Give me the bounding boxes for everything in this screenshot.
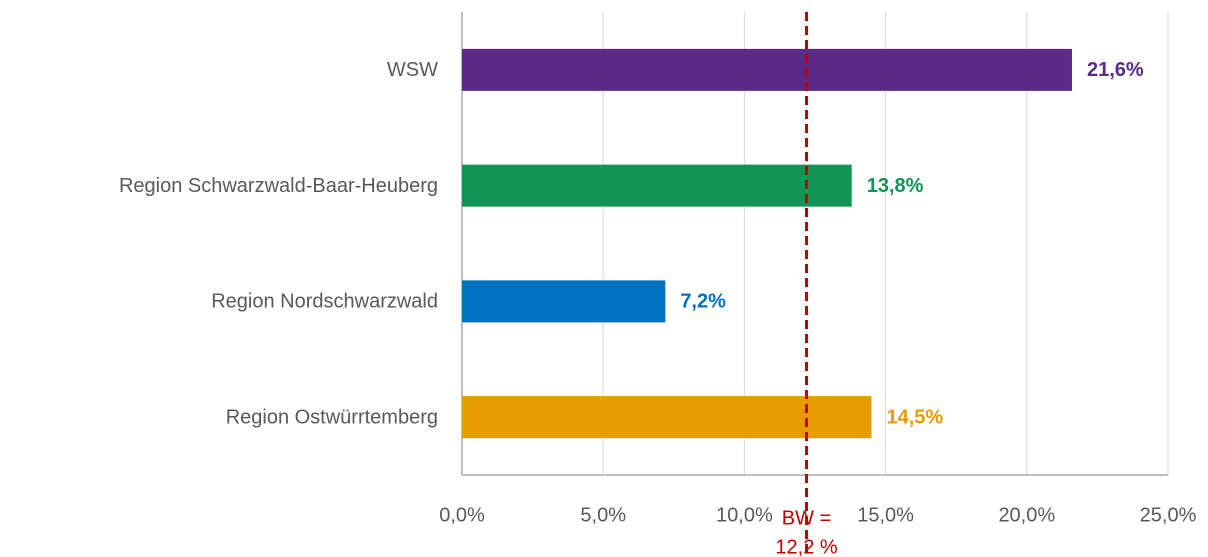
- x-tick-label: 5,0%: [580, 504, 626, 526]
- y-tick-label: WSW: [387, 59, 438, 81]
- x-tick-label: 15,0%: [857, 504, 914, 526]
- value-label: 21,6%: [1087, 59, 1144, 81]
- bar: [462, 48, 1072, 91]
- value-label: 14,5%: [886, 406, 943, 428]
- reference-label: 12,2 %: [775, 536, 837, 557]
- x-tick-label: 20,0%: [998, 504, 1055, 526]
- bar: [462, 280, 666, 323]
- value-label: 7,2%: [680, 291, 726, 313]
- value-label: 13,8%: [867, 175, 924, 197]
- bar: [462, 396, 872, 439]
- x-tick-label: 10,0%: [716, 504, 773, 526]
- bar: [462, 164, 852, 207]
- reference-label: BW =: [782, 507, 831, 529]
- y-tick-label: Region Ostwürrtemberg: [226, 406, 438, 428]
- y-tick-label: Region Schwarzwald-Baar-Heuberg: [119, 175, 438, 197]
- x-tick-label: 0,0%: [439, 504, 485, 526]
- x-tick-label: 25,0%: [1140, 504, 1197, 526]
- y-tick-label: Region Nordschwarzwald: [211, 291, 438, 313]
